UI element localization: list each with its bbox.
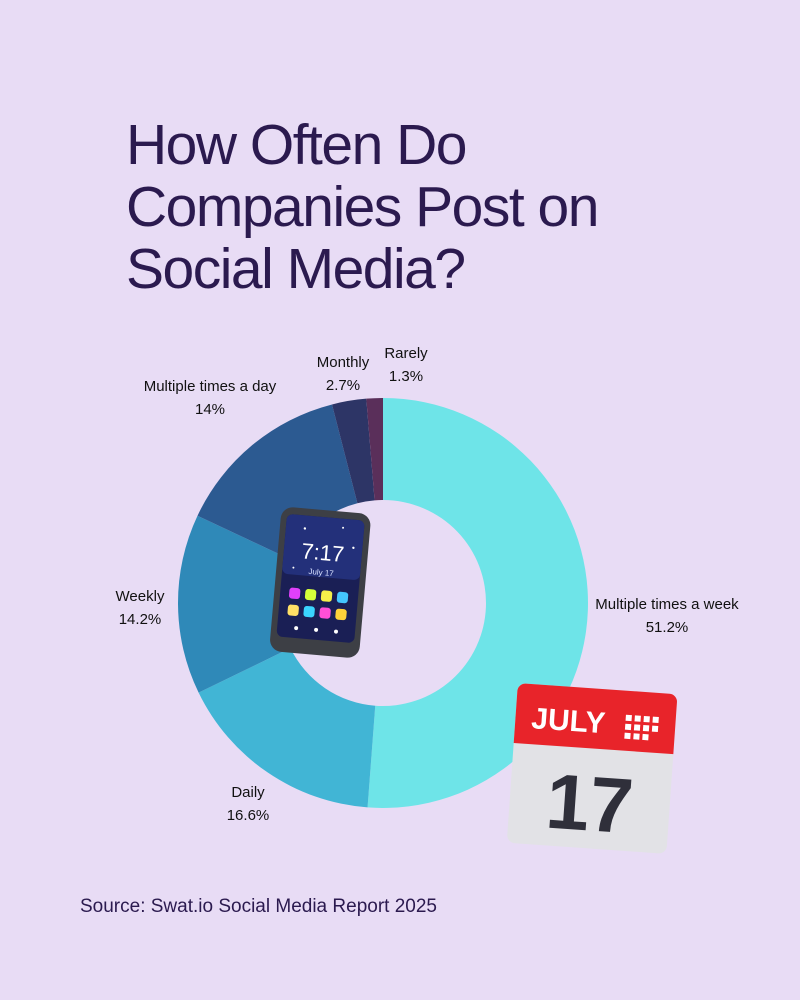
label-value-3: 14%: [195, 401, 225, 418]
slice-monthly: [332, 398, 375, 504]
phone-icon: 7:17 July 17: [270, 507, 371, 658]
label-category-3: Multiple times a day: [144, 378, 277, 395]
slice-weekly: [178, 515, 291, 693]
title-line-2: Companies Post on: [126, 175, 599, 239]
calendar-icon: JULY 17: [507, 683, 677, 854]
label-value-4: 2.7%: [326, 377, 360, 394]
label-category-2: Weekly: [116, 588, 165, 605]
slice-rarely: [366, 398, 383, 501]
calendar-month: JULY: [530, 702, 606, 740]
source-note: Source: Swat.io Social Media Report 2025: [80, 896, 437, 917]
label-value-1: 16.6%: [227, 807, 270, 824]
phone-date: July 17: [308, 567, 335, 578]
label-value-0: 51.2%: [646, 619, 689, 636]
label-value-5: 1.3%: [389, 368, 423, 385]
label-category-0: Multiple times a week: [595, 596, 739, 613]
label-category-5: Rarely: [384, 345, 428, 362]
labels-group: Multiple times a week 51.2% Daily 16.6% Week…: [116, 345, 740, 824]
label-category-4: Monthly: [317, 354, 370, 371]
label-value-2: 14.2%: [119, 611, 162, 628]
title-line-1: How Often Do: [126, 113, 467, 177]
donut-chart: Multiple times a week 51.2% Daily 16.6% Week…: [116, 345, 740, 854]
title-line-3: Social Media?: [126, 237, 466, 301]
calendar-day: 17: [543, 756, 636, 850]
slice-daily: [198, 648, 376, 808]
chart-title: How Often Do Companies Post on Social Me…: [126, 114, 726, 300]
phone-time: 7:17: [300, 538, 345, 567]
label-category-1: Daily: [231, 784, 265, 801]
